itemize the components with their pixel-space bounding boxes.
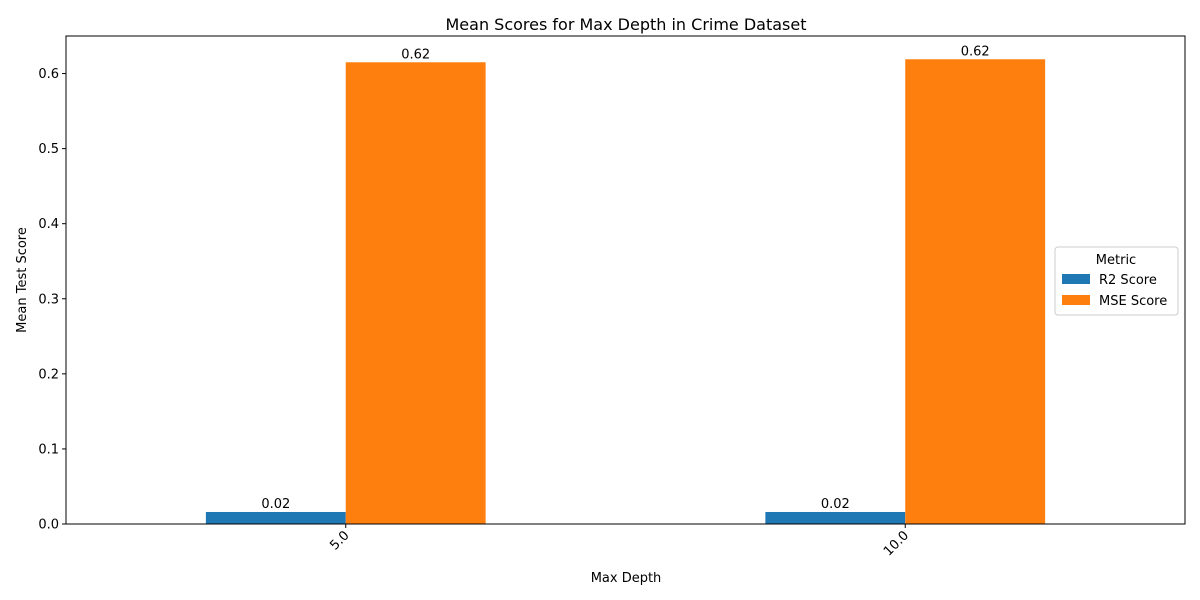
data-labels-group: 0.02 0.62 0.02 0.62 xyxy=(261,44,989,512)
data-label: 0.02 xyxy=(261,497,290,512)
y-tick-label: 0.0 xyxy=(38,518,59,533)
y-tick-label: 0.4 xyxy=(38,217,59,232)
legend-items: R2 Score MSE Score xyxy=(1062,273,1167,309)
bar-mse-score-1 xyxy=(905,59,1046,525)
y-axis: 0.0 0.1 0.2 0.3 0.4 0.5 0.6 xyxy=(38,67,66,533)
data-label: 0.62 xyxy=(401,47,430,62)
legend-title: Metric xyxy=(1096,253,1136,268)
x-tick-label: 5.0 xyxy=(327,528,352,553)
bars-group xyxy=(205,59,1046,525)
y-tick-label: 0.5 xyxy=(38,142,59,157)
legend: Metric R2 Score MSE Score xyxy=(1054,246,1179,316)
legend-swatch xyxy=(1062,295,1090,305)
legend-label: MSE Score xyxy=(1099,294,1167,309)
legend-swatch xyxy=(1062,274,1090,284)
chart-title: Mean Scores for Max Depth in Crime Datas… xyxy=(445,15,806,34)
x-tick-label: 10.0 xyxy=(881,528,912,559)
legend-label: R2 Score xyxy=(1099,273,1157,288)
x-axis-label: Max Depth xyxy=(591,571,662,586)
y-tick-label: 0.2 xyxy=(38,367,59,382)
plot-frame xyxy=(65,35,1186,525)
bar-mse-score-0 xyxy=(345,62,486,525)
x-axis: 5.0 10.0 xyxy=(327,524,912,559)
y-tick-label: 0.6 xyxy=(38,67,59,82)
y-tick-label: 0.1 xyxy=(38,442,59,457)
bar-r2-score-1 xyxy=(765,511,906,524)
data-label: 0.02 xyxy=(821,497,850,512)
bar-r2-score-0 xyxy=(205,511,346,524)
data-label: 0.62 xyxy=(961,44,990,59)
y-axis-label: Mean Test Score xyxy=(15,227,30,333)
y-tick-label: 0.3 xyxy=(38,292,59,307)
